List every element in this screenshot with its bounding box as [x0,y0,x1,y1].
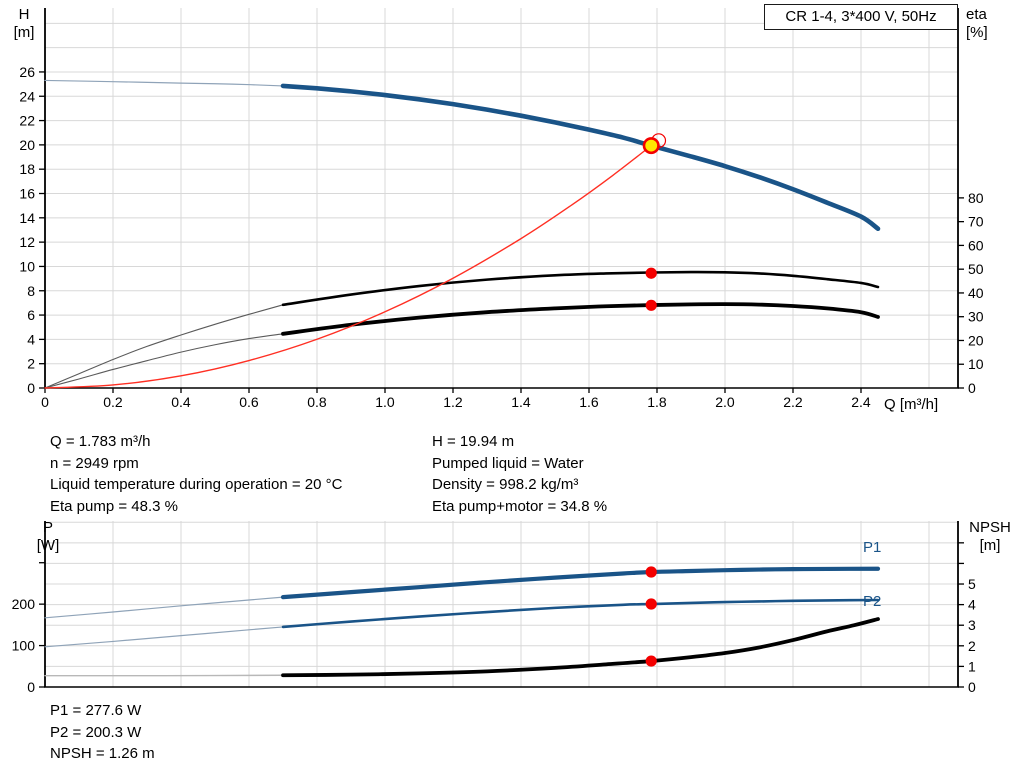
y-right-tick-label: 10 [968,356,984,372]
y-right-tick-label: 1 [968,658,976,674]
eta-axis-unit: [%] [966,24,988,41]
p2-curve-thin [44,626,284,648]
y-left-tick-label: 16 [19,186,35,202]
y-left-tick-label: 22 [19,113,35,129]
p-axis-unit: [W] [36,537,60,554]
info-liquid-temp: Liquid temperature during operation = 20… [50,476,343,493]
eta-pump-curve [281,270,880,307]
info-rpm: n = 2949 rpm [50,454,139,472]
info-p1: P1 = 277.6 W [50,702,142,719]
y-right-tick-label: 3 [968,617,976,633]
y-left-tick-label: 26 [19,64,35,80]
x-tick-label: 2.2 [783,394,803,410]
npsh-axis-unit: [m] [979,537,1001,554]
y-left-tick-label: 12 [19,234,35,250]
y-left-tick-label: 6 [27,307,35,323]
y-right-tick-label: 80 [968,190,984,206]
p2-duty-dot [645,598,657,610]
y-left-tick-label: 2 [27,356,35,372]
npsh-axis-name: NPSH [969,519,1011,536]
npsh-curve [281,617,880,678]
p1-duty-dot [645,566,657,578]
info-npsh: NPSH = 1.26 m [50,745,155,762]
x-tick-label: 0.4 [171,394,191,410]
y-left-tick-label: 10 [19,258,35,274]
p2-curve [281,598,880,629]
system-curve [44,144,652,389]
duty-info-right: H = 19.94 m Pumped liquid = Water Densit… [432,431,607,517]
info-pumped-liquid: Pumped liquid = Water [432,454,584,472]
bottom-chart: 0 100 200 0 1 2 3 4 5 [12,521,976,695]
eta-pump-motor-duty-dot [645,299,657,311]
y-left-tick-label: 0 [27,380,35,396]
h-axis-label: H [m] [6,6,42,42]
info-eta-pump: Eta pump = 48.3 % [50,497,178,515]
x-tick-label: 2.4 [851,394,871,410]
duty-point-marker [642,137,660,155]
x-tick-label: 0.2 [103,394,123,410]
eta-axis-name: eta [966,6,987,23]
npsh-axis-label: NPSH [m] [962,519,1018,555]
y-right-tick-label: 5 [968,576,976,592]
x-tick-label: 1.4 [511,394,531,410]
y-left-tick-label: 24 [19,88,35,104]
eta-axis-label: eta [%] [966,6,1010,42]
eta-pump-motor-curve [281,302,880,336]
y-left-tick-label: 0 [27,679,35,695]
p-axis-label: P [W] [28,519,68,555]
y-left-tick-label: 18 [19,161,35,177]
p1-curve-label: P1 [863,539,882,556]
eta-pump-curve-thin [44,304,284,389]
q-axis-label: Q [m³/h] [884,396,939,413]
duty-info-left: Q = 1.783 m³/h n = 2949 rpm Liquid tempe… [50,431,342,517]
y-right-tick-label: 0 [968,679,976,695]
y-right-tick-label: 50 [968,261,984,277]
y-right-tick-label: 70 [968,214,984,230]
info-h: H = 19.94 m [432,433,515,450]
pump-curve [280,83,881,232]
x-tick-label: 1.0 [375,394,395,410]
y-left-tick-label: 8 [27,283,35,299]
eta-pump-duty-dot [645,267,657,279]
power-info: P1 = 277.6 W P2 = 200.3 W NPSH = 1.26 m [50,700,155,765]
x-tick-label: 2.0 [715,394,735,410]
h-axis-name: H [18,6,30,23]
y-right-tick-label: 2 [968,638,976,654]
x-tick-label: 0.8 [307,394,327,410]
info-eta-pump-motor: Eta pump+motor = 34.8 % [432,497,608,515]
y-left-tick-label: 4 [27,331,35,347]
x-tick-label: 0 [41,394,49,410]
p1-curve-thin [44,596,284,619]
y-right-tick-label: 30 [968,309,984,325]
info-density: Density = 998.2 kg/m³ [432,476,579,493]
x-tick-label: 0.6 [239,394,259,410]
y-left-tick-label: 14 [19,210,35,226]
y-left-tick-label: 100 [12,638,36,654]
y-left-tick-label: 20 [19,137,35,153]
info-q: Q = 1.783 m³/h [50,433,151,450]
p-axis-name: P [42,519,53,536]
pump-curve-thin [44,79,284,87]
npsh-duty-dot [645,655,657,667]
x-tick-label: 1.2 [443,394,463,410]
x-tick-label: 1.6 [579,394,599,410]
top-chart: 0 0.2 0.4 0.6 0.8 1.0 1.2 1.4 1.6 1.8 2.0 2.2 2.4024… [19,8,984,410]
y-right-tick-label: 40 [968,285,984,301]
p2-curve-label: P2 [863,593,882,610]
y-left-tick-label: 200 [12,596,36,612]
eta-pump-motor-curve-thin [44,333,284,389]
p1-curve [280,566,881,600]
y-right-tick-label: 0 [968,380,976,396]
x-tick-label: 1.8 [647,394,667,410]
y-right-tick-label: 4 [968,597,976,613]
h-axis-unit: [m] [13,24,35,41]
y-right-tick-label: 60 [968,237,984,253]
y-right-tick-label: 20 [968,332,984,348]
info-p2: P2 = 200.3 W [50,723,142,741]
pump-title-box: CR 1-4, 3*400 V, 50Hz [764,4,958,30]
